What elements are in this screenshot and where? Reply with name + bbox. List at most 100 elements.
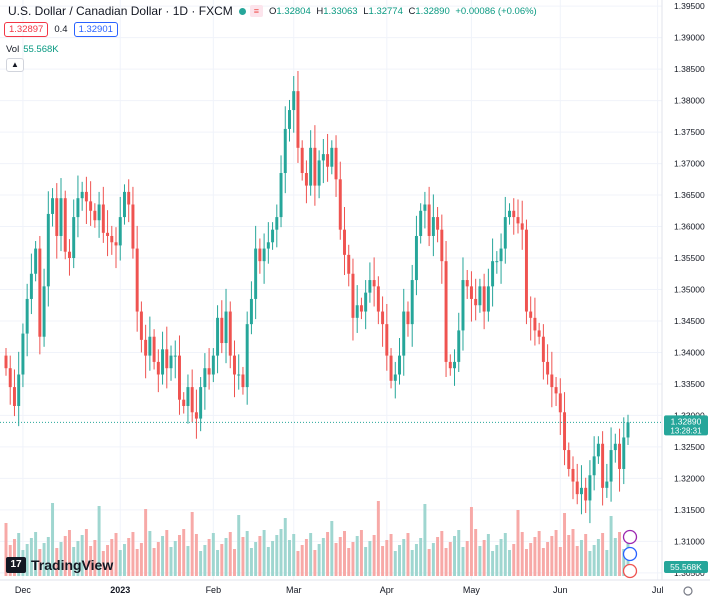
candle [84, 176, 88, 225]
price-axis[interactable]: 1.39500 1.39000 1.38500 1.38000 1.37500 1.370… [661, 0, 705, 580]
buy-button[interactable]: 1.32901 [73, 22, 118, 37]
candle [571, 456, 575, 500]
candle [343, 207, 346, 276]
volume-bar [453, 536, 456, 576]
volume-bar [304, 539, 308, 576]
lightning-icon[interactable] [622, 529, 638, 545]
volume-bar [431, 543, 435, 576]
candle [436, 207, 440, 243]
price-tick-label: 1.38000 [674, 96, 705, 106]
chevron-up-icon[interactable]: ▲ [6, 58, 24, 72]
candle [161, 331, 165, 385]
candle [575, 463, 579, 505]
volume-bar [34, 532, 38, 576]
candle [203, 353, 207, 410]
candle [199, 377, 203, 432]
time-axis[interactable]: Dec 2023 Feb Mar Apr May Jun Jul [0, 579, 710, 595]
ca-flag-icon[interactable] [622, 563, 638, 579]
candle [313, 125, 317, 206]
candle [469, 271, 473, 322]
volume-bar [207, 539, 211, 576]
volume-bar [436, 537, 440, 576]
candle [51, 188, 55, 227]
volume-bar [355, 536, 359, 576]
candle [444, 241, 448, 378]
price-tick-label: 1.35500 [674, 253, 705, 263]
candle [334, 135, 338, 197]
volume-bar [211, 533, 215, 576]
volume-bar [334, 543, 338, 576]
candle [465, 269, 469, 299]
volume-bar [457, 530, 461, 576]
symbol-title[interactable]: U.S. Dollar / Canadian Dollar · 1D · FXC… [8, 4, 233, 18]
volume-bar [381, 546, 385, 576]
candle [76, 175, 80, 238]
candle [359, 297, 363, 320]
candle [241, 366, 245, 395]
volume-bar [127, 538, 131, 576]
candle [520, 200, 524, 250]
alert-icon[interactable]: ≡ [249, 5, 263, 17]
gear-icon[interactable] [683, 586, 693, 596]
price-tick-label: 1.36000 [674, 222, 705, 232]
sell-button[interactable]: 1.32897 [4, 22, 49, 37]
candle [351, 258, 355, 341]
event-icons[interactable] [622, 529, 693, 596]
volume-bar [42, 543, 46, 576]
candle [38, 235, 42, 355]
volume-bar [254, 542, 258, 576]
volume-bar [486, 534, 490, 576]
volume-bar [575, 546, 579, 576]
candle [461, 257, 465, 351]
volume-bar [389, 534, 393, 576]
volume-bar [618, 532, 622, 576]
price-tick-label: 1.36500 [674, 190, 705, 200]
candle [402, 288, 406, 376]
us-flag-icon[interactable] [622, 546, 638, 562]
volume-bar [537, 531, 541, 576]
candle [524, 219, 528, 325]
candle [381, 296, 385, 347]
candlesticks [4, 71, 630, 524]
candle [368, 262, 372, 303]
volume-bar [440, 531, 444, 576]
volume-bar [190, 512, 194, 576]
candle [453, 349, 456, 386]
candle [4, 348, 8, 376]
candle [376, 276, 380, 325]
volume-bar [461, 547, 465, 576]
volume-bar [601, 533, 605, 576]
volume-bar [296, 551, 300, 576]
volume-bar [491, 551, 495, 576]
volume-bar [55, 548, 59, 576]
volume-bar [567, 535, 571, 576]
tradingview-logo[interactable]: 17 TradingView [6, 557, 113, 573]
volume-bar [402, 539, 406, 576]
price-tick-label: 1.34000 [674, 347, 705, 357]
price-tick-label: 1.33500 [674, 379, 705, 389]
volume-bar [271, 541, 275, 576]
volume-bar [266, 547, 270, 576]
spread-value: 0.4 [54, 24, 68, 35]
candle [254, 225, 258, 320]
candle [622, 417, 626, 485]
volume-bar [330, 521, 334, 576]
volume-bars [4, 501, 630, 576]
candle [478, 278, 482, 313]
candle [237, 354, 241, 390]
price-tick-label: 1.38500 [674, 64, 705, 74]
volume-bar [135, 549, 139, 576]
candle [72, 199, 76, 269]
volume-bar [554, 530, 558, 576]
candle [271, 222, 275, 250]
candle [406, 301, 410, 337]
candle [67, 239, 71, 276]
candle [440, 214, 444, 284]
candle [169, 345, 173, 381]
candle [135, 225, 139, 332]
candle [93, 203, 97, 228]
price-change: +0.00086 (+0.06%) [455, 5, 537, 17]
volume-bar [410, 550, 414, 576]
